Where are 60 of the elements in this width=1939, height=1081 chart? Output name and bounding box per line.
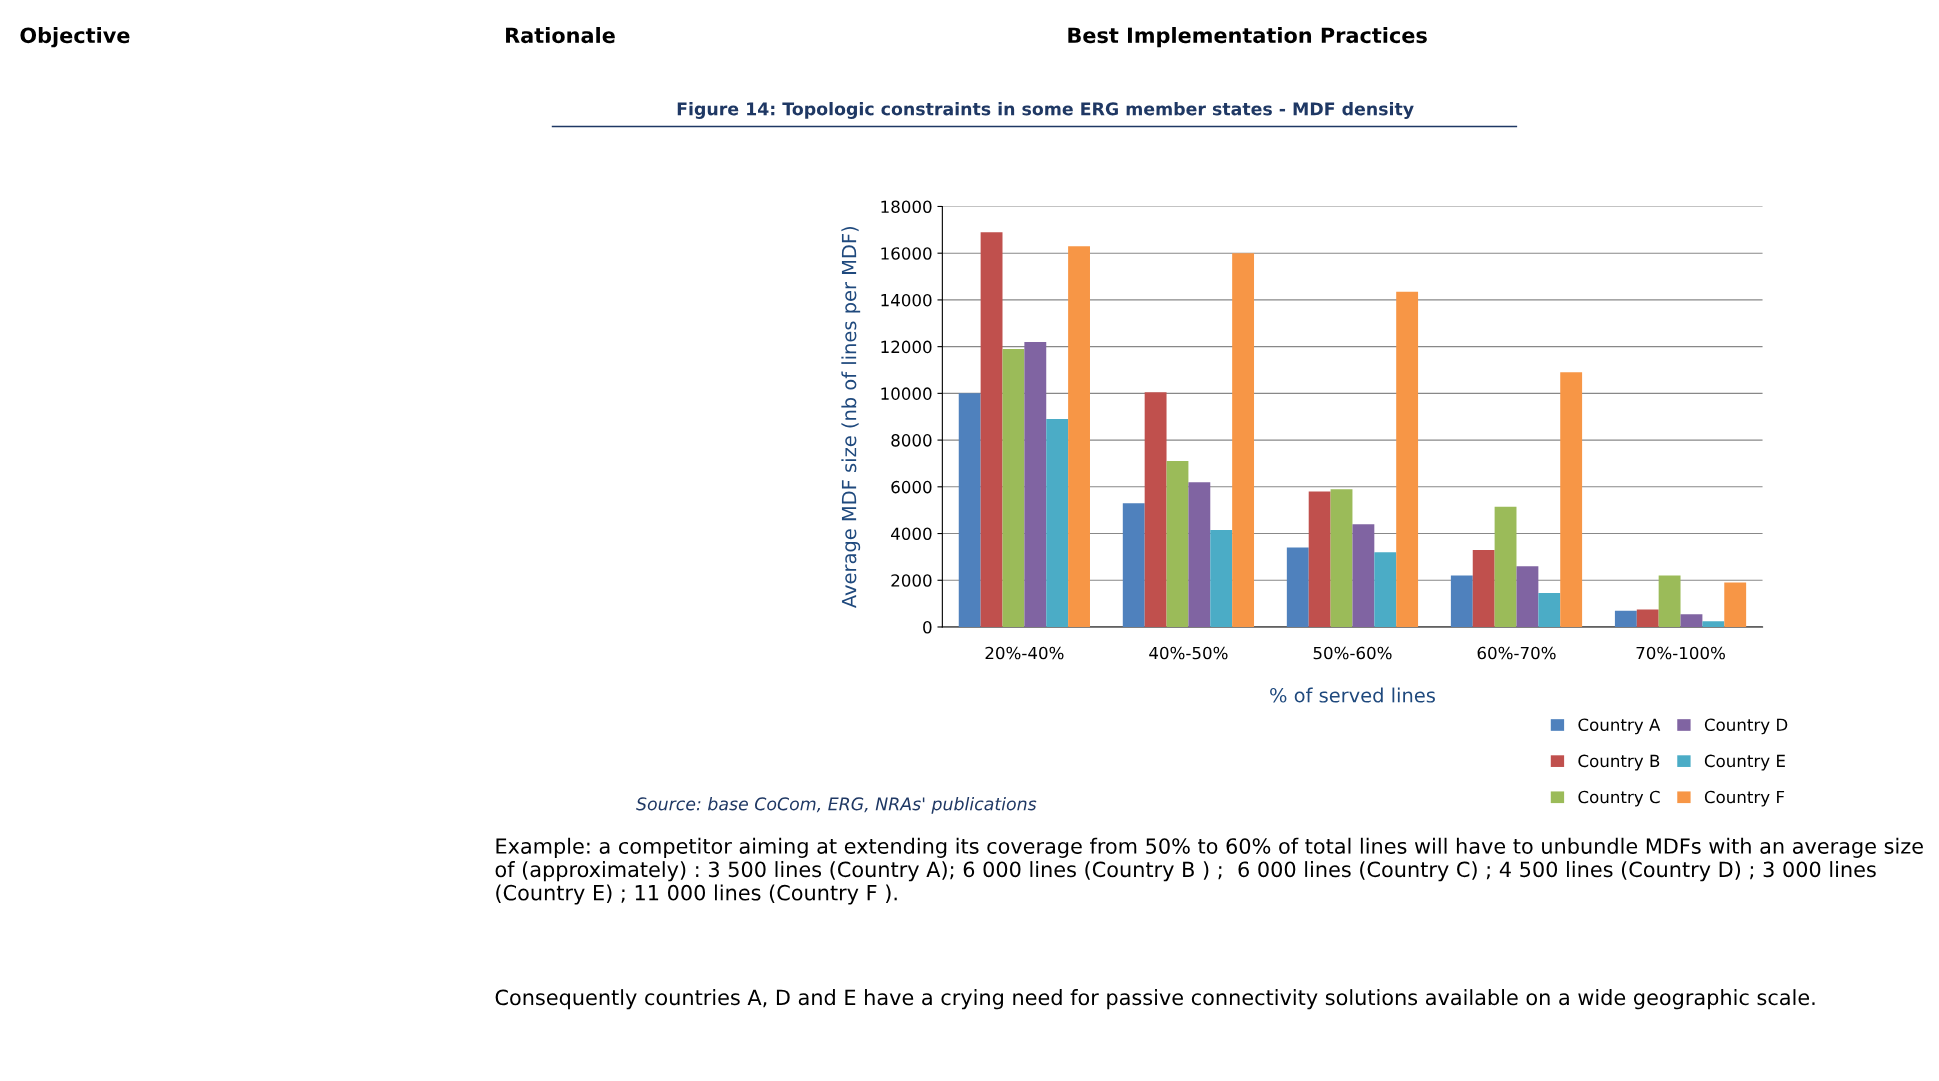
bar	[1472, 549, 1495, 627]
legend-label: Country A	[1578, 718, 1661, 735]
bar	[1352, 524, 1375, 627]
bar	[1166, 461, 1189, 627]
bar	[1560, 372, 1583, 627]
chart-title: Figure 14: Topologic constraints in some ERG member states - MDF density	[677, 101, 1414, 119]
legend-label: Country B	[1578, 754, 1660, 771]
legend-label: Country C	[1578, 790, 1660, 807]
y-axis-title: Average MDF size (nb of lines per MDF)	[841, 227, 861, 608]
legend-label: Country F	[1704, 790, 1785, 807]
x-tick-label: 60%-70%	[1477, 646, 1556, 660]
y-tick-label: 14000	[881, 293, 932, 307]
bar	[1330, 489, 1353, 627]
bar	[1068, 246, 1090, 627]
y-tick-label: 4000	[891, 527, 932, 541]
bar	[1374, 552, 1397, 627]
bar	[958, 393, 981, 627]
bar	[1232, 253, 1255, 627]
x-tick-label: 40%-50%	[1149, 646, 1228, 660]
bar	[1724, 582, 1747, 627]
legend-label: Country D	[1704, 718, 1788, 735]
y-tick-label: 6000	[891, 480, 932, 494]
bar	[980, 232, 1003, 627]
bar	[1144, 392, 1167, 627]
bar	[1002, 348, 1025, 627]
y-tick-label: 2000	[891, 574, 932, 587]
y-tick-label: 8000	[891, 434, 932, 447]
text: Example: a competitor aiming at extending its coverage from 50% to 60% of total lines will have to unbundle MDFs with an average size of (approximately) : 3 500 lines (Country A); 6 000 lines (Country B ) ; 6 000 lines (Country C) ; 4 500 lines (Country D) ; 3 000 lines (Country E) ; 11 000 lines (Country F ).	[495, 837, 1923, 905]
bar	[1636, 609, 1659, 627]
y-tick-label: 10000	[881, 387, 932, 400]
bar	[1286, 547, 1309, 627]
source-note: Source: base CoCom, ERG, NRAs' publications	[636, 796, 1037, 814]
y-tick-label: 16000	[881, 247, 932, 260]
bar	[1024, 341, 1047, 627]
bar	[1046, 419, 1069, 627]
y-tick-label: 12000	[881, 340, 932, 354]
x-tick-label: 70%-100%	[1636, 646, 1725, 660]
bar	[1702, 621, 1725, 627]
bar	[1658, 575, 1681, 627]
x-tick-label: 50%-60%	[1313, 646, 1392, 660]
text: Rationale	[506, 27, 615, 44]
y-tick-label: 18000	[881, 200, 932, 214]
legend-label: Country E	[1704, 754, 1785, 771]
bar	[1614, 610, 1637, 627]
bar	[1494, 506, 1517, 627]
bar	[1188, 482, 1211, 627]
bar	[1396, 291, 1419, 627]
bar	[1516, 566, 1539, 627]
bar	[1308, 491, 1331, 627]
bar	[1450, 575, 1473, 627]
bar	[1210, 530, 1233, 627]
text: Consequently countries A, D and E have a crying need for passive connectivity solutions available on a wide geographic scale.	[495, 989, 1815, 1010]
text: Objective	[20, 27, 130, 48]
bar	[1538, 593, 1561, 627]
y-tick-label: 0	[923, 620, 932, 634]
bar	[1680, 614, 1703, 627]
x-axis-title: % of served lines	[1270, 687, 1435, 703]
text: Best Implementation Practices	[1068, 27, 1427, 48]
bar	[1122, 503, 1145, 627]
x-tick-label: 20%-40%	[985, 646, 1064, 660]
